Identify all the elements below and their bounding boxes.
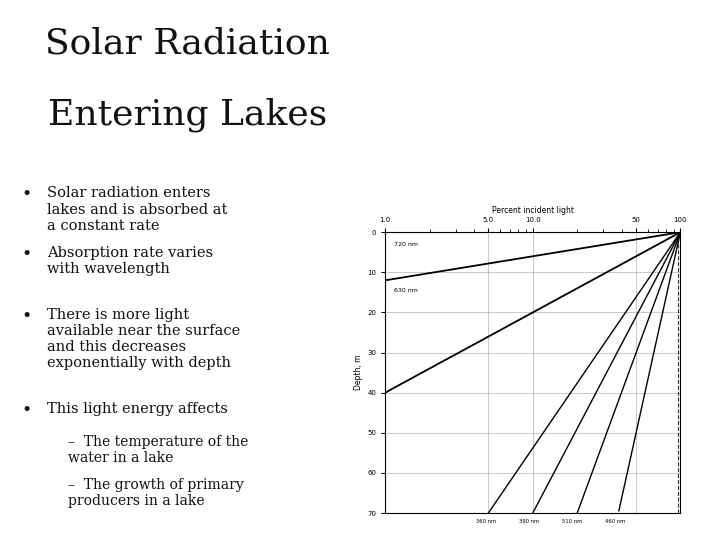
Text: There is more light
available near the surface
and this decreases
exponentially : There is more light available near the s… bbox=[47, 308, 240, 370]
Text: Solar radiation enters
lakes and is absorbed at
a constant rate: Solar radiation enters lakes and is abso… bbox=[47, 186, 228, 233]
Text: •: • bbox=[22, 246, 32, 262]
Text: 510 nm: 510 nm bbox=[562, 519, 582, 524]
Text: •: • bbox=[22, 186, 32, 203]
Text: 630 nm: 630 nm bbox=[394, 288, 418, 293]
Text: 360 nm: 360 nm bbox=[476, 519, 496, 524]
Text: •: • bbox=[22, 402, 32, 419]
Text: Solar Radiation: Solar Radiation bbox=[45, 27, 330, 61]
Y-axis label: Depth, m: Depth, m bbox=[354, 355, 363, 390]
Text: 390 nm: 390 nm bbox=[519, 519, 539, 524]
Text: This light energy affects: This light energy affects bbox=[47, 402, 228, 416]
Text: –  The temperature of the
water in a lake: – The temperature of the water in a lake bbox=[68, 435, 249, 465]
X-axis label: Percent incident light: Percent incident light bbox=[492, 206, 574, 215]
Text: 460 nm: 460 nm bbox=[605, 519, 625, 524]
Text: Entering Lakes: Entering Lakes bbox=[48, 97, 327, 132]
Text: –  The growth of primary
producers in a lake: – The growth of primary producers in a l… bbox=[68, 478, 244, 508]
Text: Absorption rate varies
with wavelength: Absorption rate varies with wavelength bbox=[47, 246, 213, 276]
Text: 720 nm: 720 nm bbox=[394, 242, 418, 247]
Text: •: • bbox=[22, 308, 32, 325]
